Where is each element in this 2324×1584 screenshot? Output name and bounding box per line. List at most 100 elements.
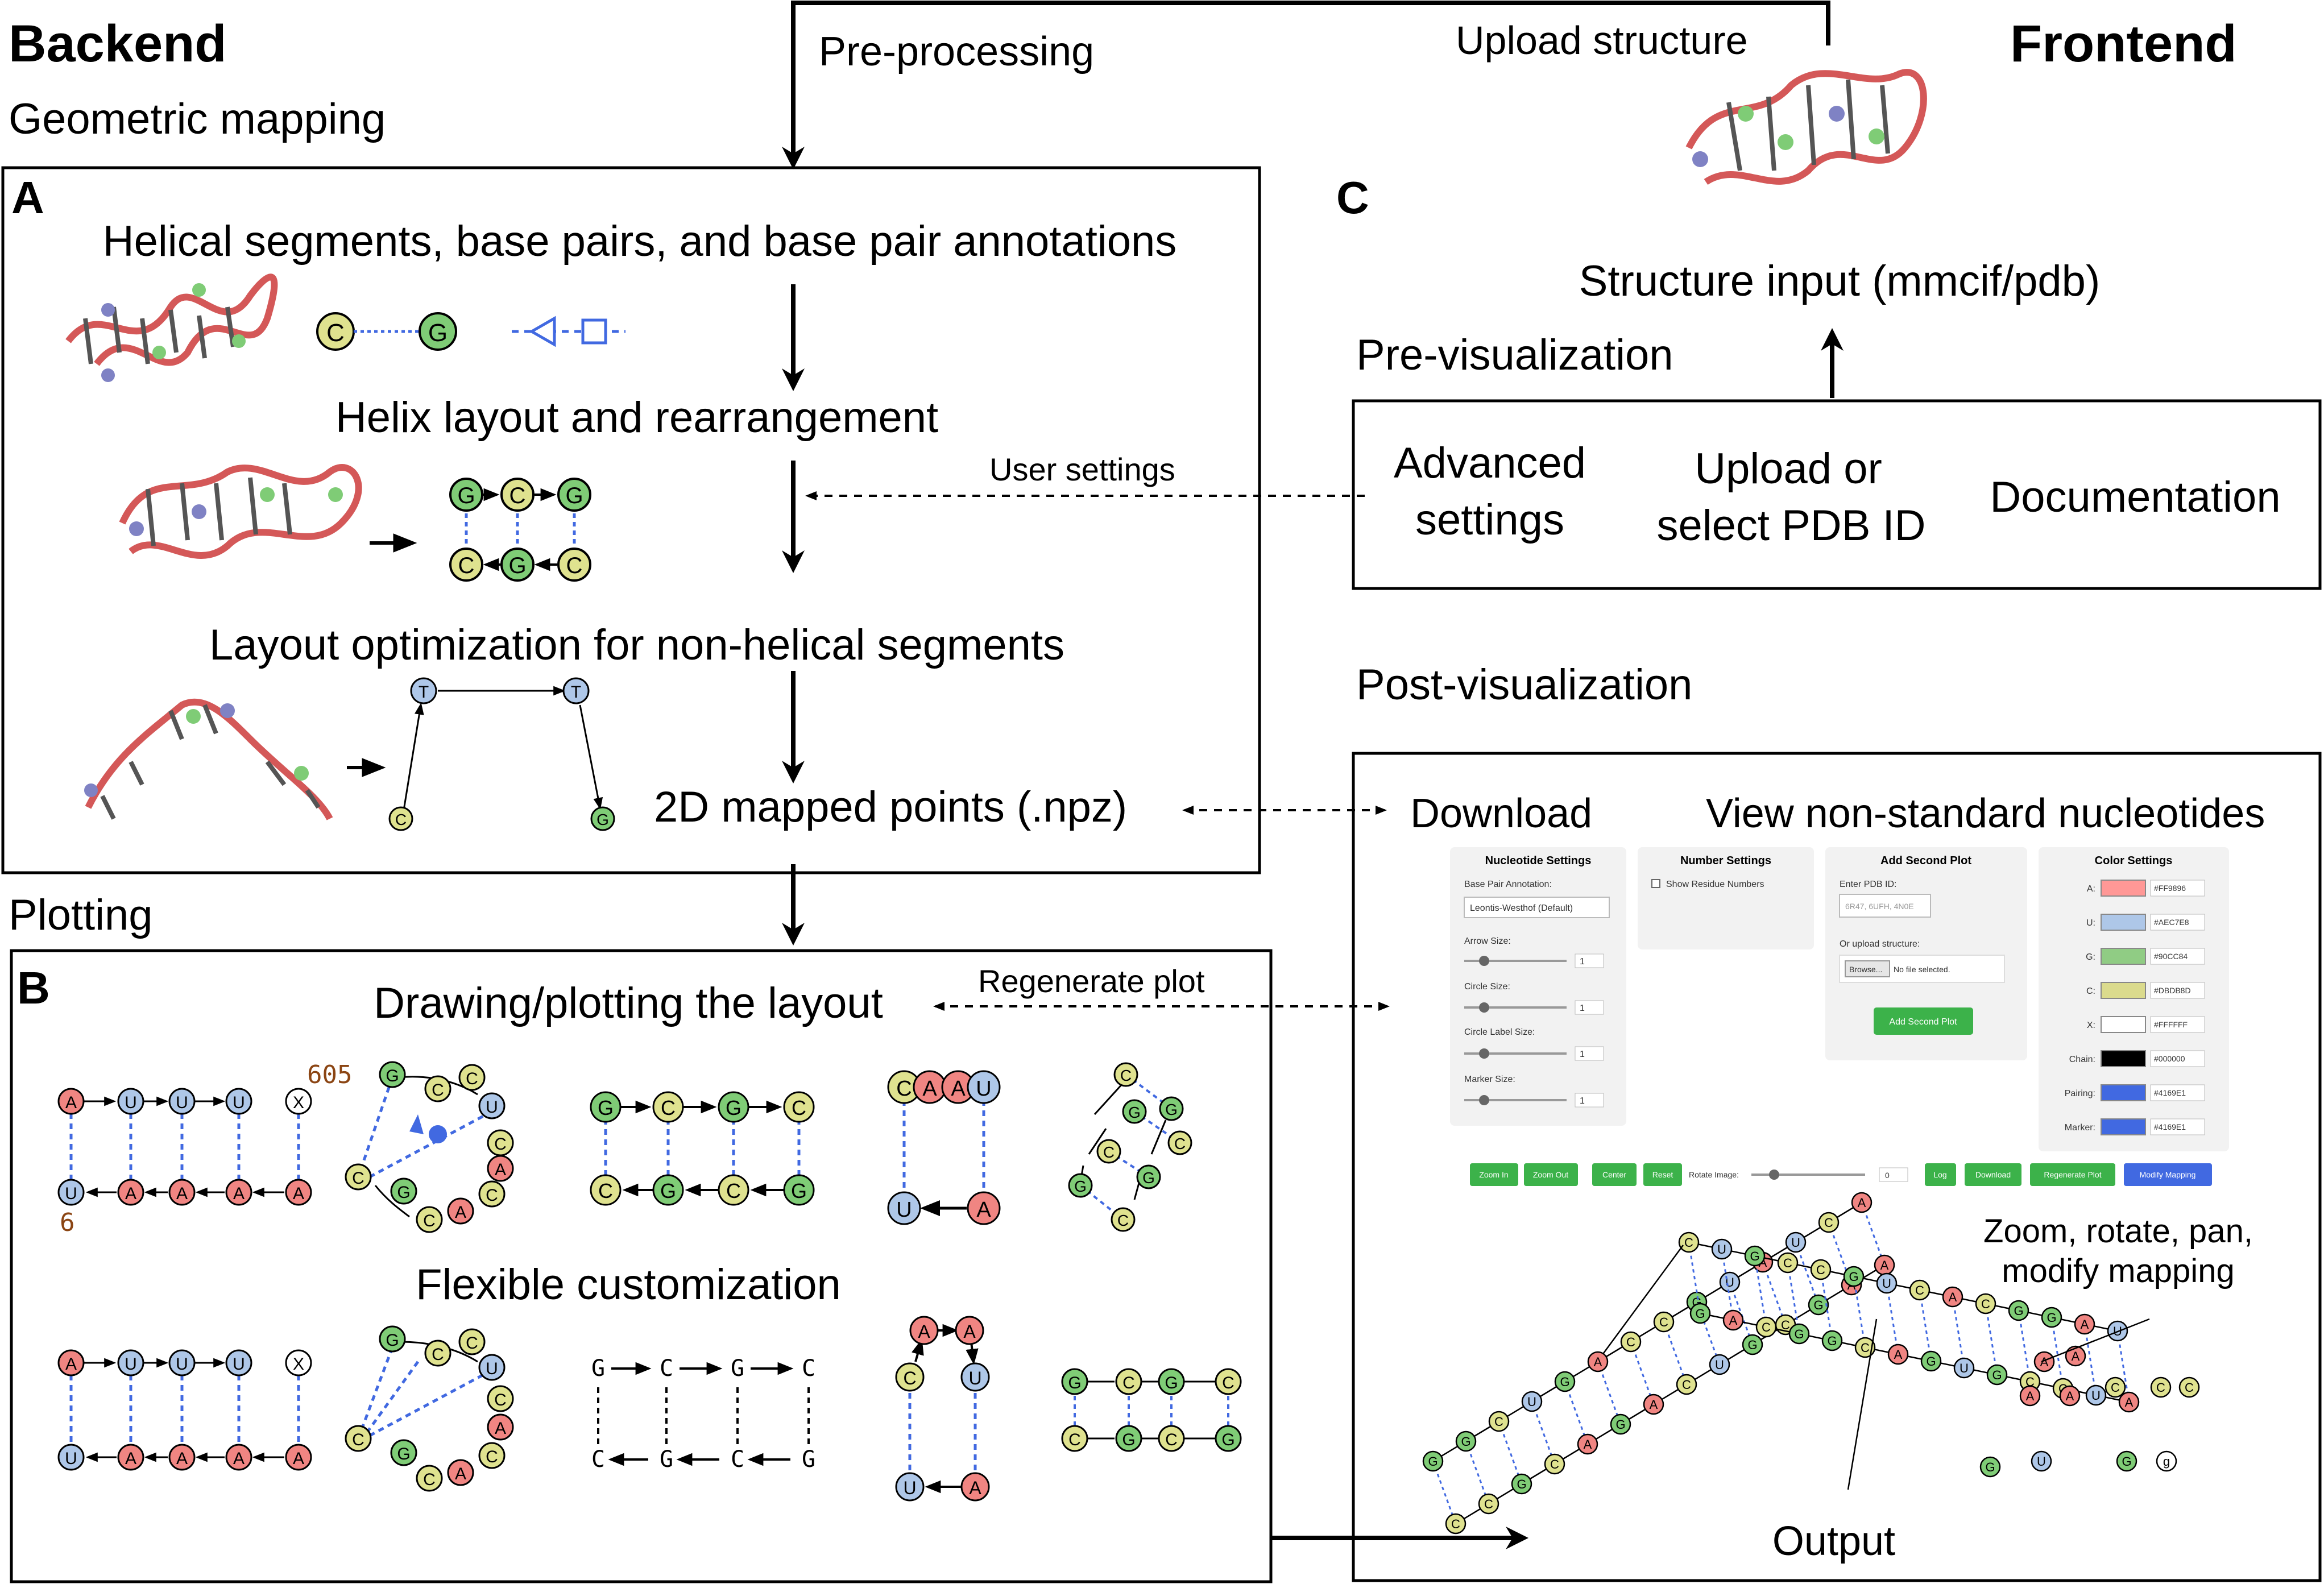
output-nucleotide[interactable] <box>1678 1231 1700 1253</box>
output-nucleotide[interactable] <box>1788 1323 1810 1345</box>
modify-mapping-button[interactable] <box>2124 1163 2212 1186</box>
view-nonstandard-label[interactable]: View non-standard nucleotides <box>1706 791 2265 836</box>
output-nucleotide[interactable] <box>1711 1238 1733 1260</box>
output-nucleotide[interactable] <box>1719 1271 1741 1293</box>
color-hex-input[interactable] <box>2150 1050 2205 1067</box>
marker-size-slider[interactable] <box>1479 1095 1489 1105</box>
output-nucleotide[interactable] <box>1620 1331 1642 1353</box>
output-nucleotide[interactable] <box>2118 1391 2140 1413</box>
output-nucleotide[interactable] <box>1709 1354 1730 1375</box>
output-nucleotide[interactable] <box>2074 1313 2095 1335</box>
output-nucleotide[interactable] <box>1544 1453 1565 1475</box>
color-hex-input[interactable] <box>2150 914 2205 931</box>
output-nucleotide[interactable] <box>1653 1311 1675 1333</box>
output-nucleotide[interactable] <box>1920 1350 1942 1372</box>
output-nucleotide[interactable] <box>1843 1266 1865 1287</box>
rotate-slider[interactable] <box>1769 1170 1779 1180</box>
advanced-settings-line1[interactable]: Advanced <box>1394 439 1586 487</box>
show-residue-checkbox[interactable] <box>1651 879 1660 888</box>
output-nucleotide[interactable] <box>1986 1364 2008 1386</box>
color-hex-input[interactable] <box>2150 982 2205 999</box>
output-nucleotide[interactable] <box>1785 1231 1807 1253</box>
color-swatch[interactable] <box>2101 914 2146 931</box>
output-nucleotide[interactable] <box>1455 1430 1477 1452</box>
arrow-size-slider[interactable] <box>1479 956 1489 966</box>
output-nucleotide[interactable] <box>2008 1300 2029 1321</box>
documentation-link[interactable]: Documentation <box>1990 473 2280 521</box>
output-nucleotide[interactable] <box>2031 1450 2052 1472</box>
upload-select-line2[interactable]: select PDB ID <box>1656 501 1925 550</box>
zoom-out-button[interactable] <box>1524 1163 1578 1186</box>
output-nucleotide[interactable] <box>1521 1391 1543 1412</box>
output-nucleotide[interactable] <box>2178 1376 2200 1398</box>
output-nucleotide[interactable] <box>2041 1307 2062 1328</box>
color-swatch[interactable] <box>2101 1118 2146 1135</box>
output-nucleotide[interactable] <box>1975 1293 1996 1315</box>
circle-size-slider[interactable] <box>1479 1002 1489 1013</box>
output-nucleotide[interactable] <box>1643 1394 1664 1415</box>
output-nucleotide[interactable] <box>1689 1303 1711 1324</box>
output-nucleotide[interactable] <box>1554 1371 1576 1392</box>
color-swatch[interactable] <box>2101 982 2146 999</box>
output-nucleotide[interactable] <box>2150 1376 2172 1398</box>
output-nucleotide[interactable] <box>1808 1294 1829 1316</box>
output-nucleotide[interactable] <box>1511 1473 1532 1495</box>
pdb-id-input[interactable] <box>1839 894 1931 918</box>
reset-button[interactable] <box>1643 1163 1682 1186</box>
output-nucleotide[interactable] <box>1777 1252 1799 1274</box>
output-nucleotide[interactable] <box>1478 1493 1499 1515</box>
color-hex-input[interactable] <box>2150 1118 2205 1135</box>
color-swatch[interactable] <box>2101 880 2146 897</box>
output-nucleotide[interactable] <box>2019 1385 2041 1407</box>
output-nucleotide[interactable] <box>1722 1309 1744 1331</box>
rotate-input[interactable] <box>1879 1167 1908 1182</box>
color-swatch[interactable] <box>2101 1084 2146 1101</box>
log-button[interactable] <box>1925 1163 1956 1186</box>
color-swatch[interactable] <box>2101 1050 2146 1067</box>
color-hex-input[interactable] <box>2150 1084 2205 1101</box>
output-nucleotide[interactable] <box>2059 1385 2081 1407</box>
output-nucleotide[interactable] <box>1818 1212 1840 1233</box>
color-hex-input[interactable] <box>2150 880 2205 897</box>
output-nucleotide[interactable] <box>1755 1316 1777 1338</box>
output-nucleotide[interactable] <box>1979 1456 2001 1478</box>
bp-annotation-select[interactable] <box>1464 897 1610 918</box>
color-swatch[interactable] <box>2101 948 2146 965</box>
output-nucleotide[interactable] <box>2116 1450 2137 1472</box>
color-swatch[interactable] <box>2101 1016 2146 1033</box>
output-nucleotide[interactable] <box>2033 1351 2055 1372</box>
toolbar-download-button[interactable] <box>1965 1163 2021 1186</box>
output-nucleotide[interactable] <box>1854 1337 1876 1358</box>
add-second-plot-button[interactable] <box>1874 1007 1973 1035</box>
output-nucleotide[interactable] <box>1887 1344 1909 1365</box>
download-label[interactable]: Download <box>1410 791 1592 836</box>
output-nucleotide[interactable] <box>1876 1272 1898 1294</box>
regenerate-plot-button[interactable] <box>2030 1163 2115 1186</box>
output-nucleotide[interactable] <box>1587 1351 1609 1372</box>
center-button[interactable] <box>1592 1163 1637 1186</box>
output-nucleotide[interactable] <box>2105 1376 2126 1398</box>
output-nucleotide[interactable] <box>1742 1334 1763 1355</box>
output-nucleotide[interactable] <box>1942 1286 1963 1308</box>
circle-label-size-slider[interactable] <box>1479 1048 1489 1059</box>
output-nucleotide[interactable] <box>1488 1411 1510 1432</box>
output-nucleotide[interactable] <box>1676 1374 1697 1395</box>
output-nucleotide[interactable] <box>2085 1384 2107 1406</box>
output-nucleotide[interactable] <box>1810 1259 1832 1280</box>
browse-button[interactable] <box>1845 960 1890 977</box>
output-nucleotide[interactable] <box>1445 1513 1467 1535</box>
output-nucleotide[interactable] <box>1422 1450 1444 1472</box>
output-nucleotide[interactable] <box>1577 1433 1598 1455</box>
color-hex-input[interactable] <box>2150 948 2205 965</box>
output-nucleotide[interactable] <box>1610 1413 1631 1435</box>
output-nucleotide[interactable] <box>1953 1357 1975 1379</box>
output-nucleotide[interactable] <box>2156 1450 2177 1472</box>
output-nucleotide[interactable] <box>2065 1345 2086 1367</box>
upload-select-line1[interactable]: Upload or <box>1695 445 1882 493</box>
color-hex-input[interactable] <box>2150 1016 2205 1033</box>
output-nucleotide[interactable] <box>1821 1330 1843 1351</box>
advanced-settings-line2[interactable]: settings <box>1415 496 1564 544</box>
output-nucleotide[interactable] <box>1909 1279 1931 1301</box>
zoom-in-button[interactable] <box>1470 1163 1518 1186</box>
output-nucleotide[interactable] <box>1744 1245 1766 1267</box>
